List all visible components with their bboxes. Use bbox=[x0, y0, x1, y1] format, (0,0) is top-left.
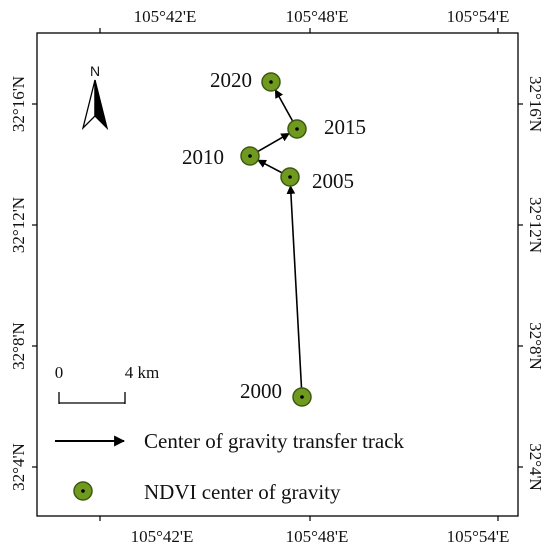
lat-label-left: 32°16'N bbox=[9, 76, 28, 132]
gravity-point-dot-2005 bbox=[288, 175, 292, 179]
track-arrow-2000-2005 bbox=[286, 185, 303, 398]
gravity-point-dot-2020 bbox=[269, 80, 273, 84]
year-label-2000: 2000 bbox=[240, 379, 282, 403]
scale-bar: 0 4 km bbox=[55, 363, 159, 404]
lat-label-left: 32°4'N bbox=[9, 443, 28, 491]
gravity-point-dot-2000 bbox=[300, 395, 304, 399]
lat-label-right: 32°4'N bbox=[526, 443, 542, 491]
gravity-point-dot-2015 bbox=[295, 127, 299, 131]
north-label: N bbox=[90, 63, 100, 79]
legend-point-dot bbox=[81, 489, 85, 493]
north-arrow-icon: N bbox=[81, 63, 109, 131]
scale-start-label: 0 bbox=[55, 363, 64, 382]
legend: Center of gravity transfer track NDVI ce… bbox=[55, 429, 405, 504]
lat-label-right: 32°16'N bbox=[526, 76, 542, 132]
lon-label-bottom: 105°42'E bbox=[131, 527, 194, 546]
lat-label-right: 32°8'N bbox=[526, 322, 542, 370]
lat-label-left: 32°8'N bbox=[9, 322, 28, 370]
gravity-center-points: 2000 2005 2010 2015 2020 bbox=[182, 68, 366, 407]
tick-marks bbox=[32, 28, 523, 521]
gravity-point-dot-2010 bbox=[248, 154, 252, 158]
lon-label-bottom: 105°48'E bbox=[286, 527, 349, 546]
lon-label-bottom: 105°54'E bbox=[447, 527, 510, 546]
year-label-2015: 2015 bbox=[324, 115, 366, 139]
year-label-2010: 2010 bbox=[182, 145, 224, 169]
year-label-2005: 2005 bbox=[312, 169, 354, 193]
lon-label-top: 105°48'E bbox=[286, 7, 349, 26]
lon-label-top: 105°54'E bbox=[447, 7, 510, 26]
scale-end-label: 4 km bbox=[125, 363, 159, 382]
legend-point-label: NDVI center of gravity bbox=[144, 480, 341, 504]
year-label-2020: 2020 bbox=[210, 68, 252, 92]
lat-label-left: 32°12'N bbox=[9, 197, 28, 253]
lat-label-right: 32°12'N bbox=[526, 197, 542, 253]
lon-label-top: 105°42'E bbox=[134, 7, 197, 26]
legend-track-label: Center of gravity transfer track bbox=[144, 429, 405, 453]
